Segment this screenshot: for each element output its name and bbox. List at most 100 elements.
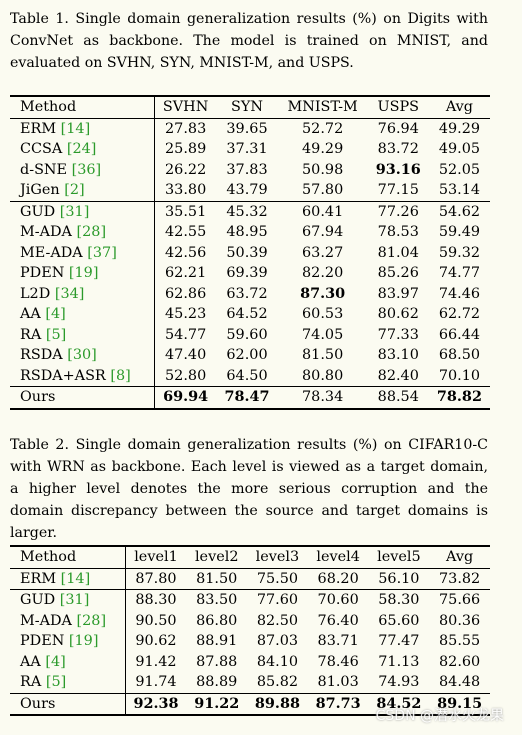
value-cell: 47.40 <box>153 345 217 366</box>
value-cell: 26.22 <box>153 159 217 180</box>
citation-link[interactable]: [19] <box>68 265 99 281</box>
citation-number[interactable]: 14 <box>66 120 85 137</box>
citation-link[interactable]: [31] <box>59 203 90 220</box>
citation-number[interactable]: 4 <box>51 653 61 670</box>
citation-number[interactable]: 4 <box>51 306 61 322</box>
citation-link[interactable]: [31] <box>59 592 90 608</box>
value-cell: 88.91 <box>196 633 238 649</box>
value-cell: 77.33 <box>377 326 419 343</box>
value-cell: 50.98 <box>302 161 344 178</box>
citation-link[interactable]: [30] <box>67 347 97 363</box>
value-cell: 63.27 <box>302 244 344 261</box>
citation-number[interactable]: 5 <box>51 674 61 690</box>
method-name: GUD <box>20 592 56 608</box>
method-name: GUD <box>20 203 56 220</box>
method-cell: GUD [31] <box>10 200 155 222</box>
value-cell: 81.50 <box>196 570 238 587</box>
column-header: MNIST-M <box>277 96 368 119</box>
citation-link[interactable]: [5] <box>45 326 67 343</box>
citation-number[interactable]: 2 <box>69 182 80 198</box>
citation-number[interactable]: 19 <box>74 633 93 649</box>
value-cell: 67.94 <box>302 224 344 240</box>
table-row: L2D [34] 62.86 63.72 87.30 83.97 74.46 <box>10 283 490 304</box>
citation-link[interactable]: [5] <box>45 674 67 690</box>
citation-link[interactable]: [34] <box>54 285 85 302</box>
value-cell: 81.50 <box>302 347 344 363</box>
citation-number[interactable]: 30 <box>72 347 92 363</box>
value-cell: 74.77 <box>438 265 481 281</box>
column-header: SYN <box>216 96 278 119</box>
citation-number[interactable]: 28 <box>82 612 101 629</box>
citation-link[interactable]: [14] <box>60 570 91 587</box>
method-cell: ERM [14] <box>10 118 154 139</box>
table-row: ERM [14] 27.83 39.65 52.72 76.94 49.29 <box>10 118 490 139</box>
citation-number[interactable]: 31 <box>65 592 84 608</box>
citation-link[interactable]: [37] <box>87 244 117 261</box>
value-cell: 33.80 <box>153 180 217 201</box>
value-cell: 78.53 <box>377 224 419 240</box>
citation-link[interactable]: [4] <box>45 306 66 322</box>
citation-number[interactable]: 28 <box>82 224 101 240</box>
value-cell: 69.39 <box>226 265 268 281</box>
method-name: RA <box>20 674 42 690</box>
method-cell: RSDA [30] <box>10 345 154 366</box>
citation-link[interactable]: [24] <box>66 141 97 157</box>
method-name: L2D <box>20 285 51 302</box>
method-cell: AA [4] <box>10 304 154 325</box>
value-cell: 91.42 <box>124 651 187 672</box>
citation-link[interactable]: [4] <box>45 653 66 670</box>
table-row: GUD [31] 35.51 45.32 60.41 77.26 54.62 <box>10 200 490 222</box>
citation-number[interactable]: 19 <box>74 265 93 281</box>
citation-link[interactable]: [14] <box>60 120 91 137</box>
citation-number[interactable]: 37 <box>92 244 112 261</box>
table-header-row: Method level1 level2 level3 level4 level5 Avg <box>10 546 490 569</box>
citation-number[interactable]: 8 <box>115 367 126 384</box>
method-cell: GUD [31] <box>10 589 126 611</box>
method-name: RSDA+ASR <box>20 367 106 384</box>
method-name: d-SNE <box>20 161 68 178</box>
column-header: SVHN <box>153 96 217 119</box>
value-cell: 64.52 <box>226 306 268 322</box>
value-cell: 92.38 <box>124 692 187 715</box>
method-cell: ME-ADA [37] <box>10 243 154 264</box>
value-cell: 77.15 <box>377 182 419 198</box>
table-row: RSDA [30] 47.40 62.00 81.50 83.10 68.50 <box>10 345 490 366</box>
value-cell: 35.51 <box>153 200 217 222</box>
value-cell: 75.50 <box>256 570 299 587</box>
citation-link[interactable]: [28] <box>76 224 107 240</box>
value-cell: 81.04 <box>377 244 419 261</box>
table-row: PDEN [19] 62.21 69.39 82.20 85.26 74.77 <box>10 263 490 284</box>
value-cell: 37.31 <box>226 141 268 157</box>
method-cell: CCSA [24] <box>10 139 154 160</box>
column-header: Avg <box>428 96 490 119</box>
value-cell: 84.52 <box>368 692 430 715</box>
table2: Method level1 level2 level3 level4 level5 Avg E… <box>10 545 490 716</box>
value-cell: 45.32 <box>216 200 278 222</box>
citation-number[interactable]: 5 <box>51 326 61 343</box>
value-cell: 63.72 <box>226 285 268 302</box>
value-cell: 82.60 <box>439 653 481 670</box>
citation-link[interactable]: [28] <box>76 612 107 629</box>
table-header-row: Method SVHN SYN MNIST-M USPS Avg <box>10 96 490 119</box>
citation-number[interactable]: 24 <box>72 141 91 157</box>
value-cell: 83.71 <box>317 633 359 649</box>
table-row: Ours 69.94 78.47 78.34 88.54 78.82 <box>10 386 490 409</box>
citation-link[interactable]: [19] <box>68 633 99 649</box>
value-cell: 56.10 <box>378 570 420 587</box>
citation-number[interactable]: 14 <box>66 570 85 587</box>
value-cell: 59.49 <box>438 224 481 240</box>
method-name: RSDA <box>20 347 63 363</box>
value-cell: 78.82 <box>428 386 490 409</box>
citation-number[interactable]: 36 <box>77 161 96 178</box>
value-cell: 53.14 <box>438 182 481 198</box>
table1-caption: Table 1. Single domain generalization re… <box>10 11 488 71</box>
value-cell: 86.80 <box>196 612 238 629</box>
citation-link[interactable]: [36] <box>71 161 102 178</box>
citation-link[interactable]: [2] <box>64 182 85 198</box>
citation-link[interactable]: [8] <box>110 367 131 384</box>
value-cell: 45.23 <box>153 304 217 325</box>
citation-number[interactable]: 34 <box>60 285 79 302</box>
value-cell: 90.50 <box>124 610 187 631</box>
citation-number[interactable]: 31 <box>65 203 84 220</box>
method-name: ME-ADA <box>20 244 83 261</box>
